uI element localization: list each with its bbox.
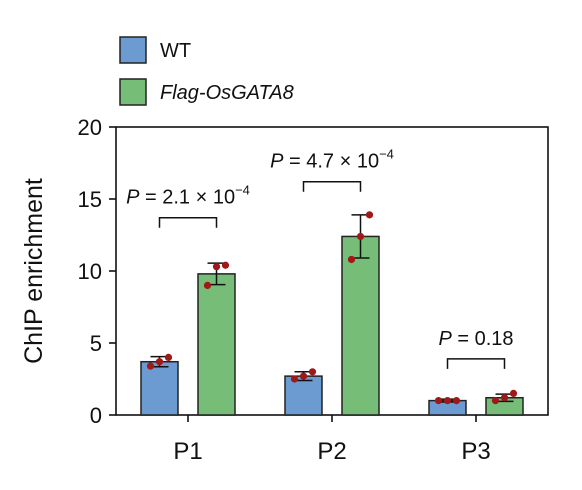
data-point — [221, 261, 230, 269]
data-point — [500, 394, 509, 402]
data-point — [203, 281, 212, 289]
data-point — [299, 372, 308, 380]
data-point — [347, 255, 356, 264]
data-point — [452, 397, 461, 405]
data-point — [155, 358, 164, 366]
significance-bracket — [446, 358, 506, 369]
data-point — [491, 397, 500, 405]
legend-swatch-flag-osgata8 — [119, 78, 147, 106]
bar — [140, 360, 179, 416]
data-point — [164, 353, 173, 361]
data-point — [146, 362, 155, 370]
legend-swatch-wt — [119, 36, 147, 64]
data-point — [509, 389, 518, 397]
data-point — [212, 263, 221, 271]
p-value-label: P = 0.18 — [438, 328, 513, 350]
p-value-label: P = 4.7 × 10−4 — [270, 147, 394, 173]
data-point — [443, 397, 452, 405]
data-point — [356, 232, 365, 241]
x-tick-label: P3 — [461, 438, 490, 465]
x-tick-label: P2 — [317, 438, 346, 465]
data-point — [434, 397, 443, 405]
p-value-label: P = 2.1 × 10−4 — [126, 183, 250, 209]
y-tick-label: 20 — [78, 115, 102, 140]
x-tick-label: P1 — [173, 438, 202, 465]
bar — [341, 235, 380, 416]
y-tick-label: 15 — [78, 187, 102, 212]
significance-bracket — [302, 180, 362, 192]
data-point — [308, 368, 317, 376]
bar — [197, 273, 236, 416]
y-tick-label: 5 — [90, 331, 102, 356]
data-point — [365, 211, 374, 219]
y-tick-label: 0 — [90, 403, 102, 428]
y-tick-label: 10 — [78, 259, 102, 284]
legend: WT Flag-OsGATA8 — [119, 36, 294, 106]
data-point — [290, 375, 299, 383]
legend-label-flag-osgata8: Flag-OsGATA8 — [160, 82, 294, 104]
legend-label-wt: WT — [160, 40, 191, 62]
significance-bracket — [158, 216, 218, 228]
bar — [284, 375, 323, 416]
plot-area: 0 5 10 15 20 P1 P2 P3 P = 2.1 × 10−4 P = 4.7 × 10… — [78, 115, 549, 465]
y-axis-title: ChIP enrichment — [20, 178, 48, 364]
